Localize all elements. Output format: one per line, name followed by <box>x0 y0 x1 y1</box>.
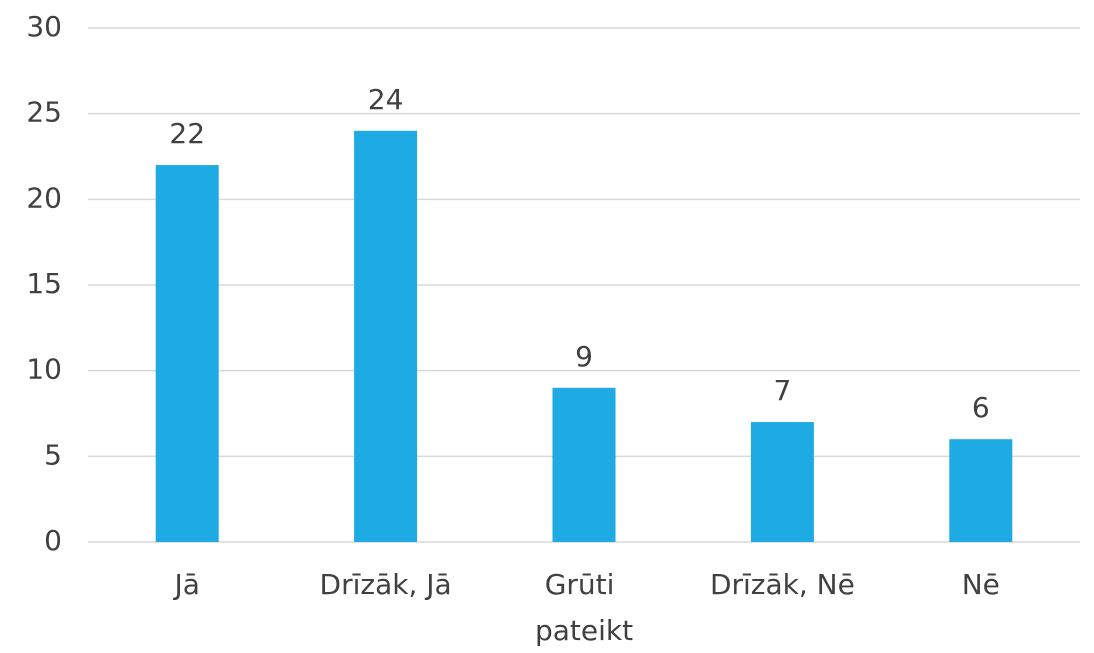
y-tick-label: 20 <box>26 181 62 214</box>
y-tick-label: 5 <box>44 438 62 471</box>
bar <box>949 439 1013 542</box>
x-tick-label: Jā <box>172 568 199 601</box>
x-tick-label: Nē <box>962 568 1000 601</box>
y-tick-label: 25 <box>26 96 62 129</box>
data-label: 22 <box>169 117 205 150</box>
y-tick-label: 30 <box>26 10 62 43</box>
data-label: 24 <box>368 83 404 116</box>
x-tick-label: Drīzāk, Jā <box>320 568 452 601</box>
bar <box>552 387 616 542</box>
bar <box>354 130 418 543</box>
bar <box>155 165 219 543</box>
data-label: 9 <box>575 340 593 373</box>
bar <box>750 422 814 542</box>
y-tick-label: 0 <box>44 524 62 557</box>
y-tick-label: 15 <box>26 267 62 300</box>
data-label: 7 <box>773 374 791 407</box>
x-tick-label: Grūti pateikt <box>535 568 633 647</box>
data-label: 6 <box>972 391 990 424</box>
x-tick-label: Drīzāk, Nē <box>710 568 855 601</box>
y-tick-label: 10 <box>26 353 62 386</box>
